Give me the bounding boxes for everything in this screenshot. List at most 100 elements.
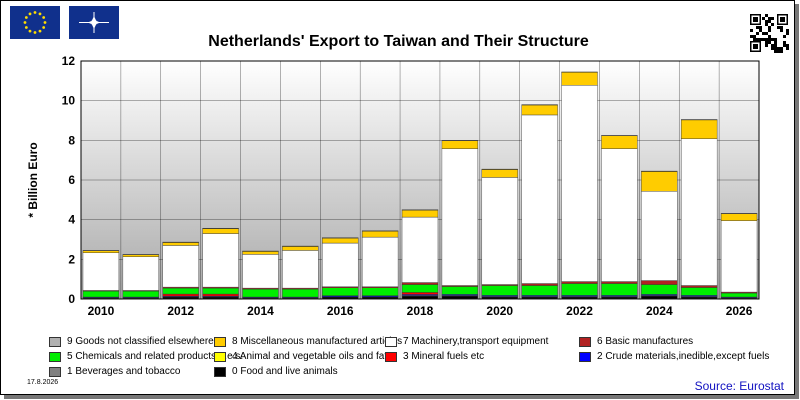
legend-label: 5 Chemicals and related products,n.e.s.	[67, 351, 244, 362]
legend-label: 7 Machinery,transport equipment	[403, 336, 549, 347]
bar-segment	[202, 287, 239, 295]
y-tick-label: 8	[68, 133, 75, 147]
bar-segment	[481, 169, 518, 178]
x-tick-label: 2022	[566, 304, 593, 318]
legend-item: 0 Food and live animals	[214, 366, 338, 379]
bar-segment	[681, 119, 718, 139]
legend-swatch	[49, 337, 61, 347]
legend-item: 4 Animal and vegetable oils and fats	[214, 351, 392, 364]
bar-segment	[82, 290, 120, 298]
bar-segment	[401, 295, 439, 300]
legend-item: 2 Crude materials,inedible,except fuels	[579, 351, 769, 364]
bar-segment	[162, 287, 199, 295]
bar-segment	[242, 254, 279, 289]
x-tick-label: 2024	[646, 304, 673, 318]
bar-segment	[242, 251, 279, 255]
bar-segment	[322, 296, 359, 300]
bar-segment	[681, 296, 718, 300]
legend-label: 3 Mineral fuels etc	[403, 351, 485, 362]
bar-segment	[681, 287, 718, 296]
bar-segment	[521, 296, 558, 300]
legend-label: 9 Goods not classified elsewhere	[67, 336, 214, 347]
legend-swatch	[49, 352, 61, 362]
bar-segment	[202, 296, 239, 300]
legend-label: 2 Crude materials,inedible,except fuels	[597, 351, 770, 362]
bar-segment	[601, 296, 638, 300]
bar-segment	[441, 295, 479, 300]
x-tick-label: 2012	[167, 304, 194, 318]
bar-segment	[82, 252, 120, 291]
eu-flag-icon	[10, 6, 60, 39]
legend-swatch	[579, 337, 591, 347]
bar-segment	[202, 293, 239, 297]
bar-segment	[641, 284, 678, 295]
bar-segment	[322, 237, 359, 244]
bar-segment	[521, 285, 558, 296]
bar-segment	[601, 148, 638, 282]
bar-segment	[401, 284, 439, 293]
x-tick-label: 2018	[407, 304, 434, 318]
legend-swatch	[579, 352, 591, 362]
x-tick-label: 2020	[486, 304, 513, 318]
bar-segment	[441, 286, 479, 295]
bar-segment	[481, 296, 518, 300]
bar-segment	[641, 171, 678, 192]
date-stamp: 17.8.2026	[27, 379, 59, 386]
bar-segment	[441, 148, 479, 286]
legend-swatch	[385, 352, 397, 362]
y-tick-label: 6	[68, 173, 75, 187]
legend-item: 7 Machinery,transport equipment	[385, 336, 548, 349]
legend-swatch	[214, 337, 226, 347]
bar-segment	[282, 246, 319, 251]
x-tick-label: 2010	[88, 304, 115, 318]
bar-segment	[322, 242, 359, 287]
bar-segment	[162, 242, 199, 246]
bar-segment	[601, 135, 638, 149]
bar-segment	[401, 282, 439, 285]
y-tick-label: 10	[62, 94, 76, 108]
bar-segment	[641, 191, 678, 281]
chart-title: Netherlands' Export to Taiwan and Their …	[208, 33, 589, 50]
bar-segment	[361, 296, 399, 300]
bar-segment	[282, 250, 319, 289]
legend-item: 6 Basic manufactures	[579, 336, 693, 349]
qr-code-icon	[749, 13, 789, 53]
nato-flag-icon	[69, 6, 119, 39]
legend-label: 4 Animal and vegetable oils and fats	[232, 351, 393, 362]
legend-swatch	[49, 367, 61, 377]
legend-item: 3 Mineral fuels etc	[385, 351, 484, 364]
bar-segment	[641, 280, 678, 285]
y-axis-label: * Billion Euro	[26, 142, 40, 217]
bar-segment	[441, 140, 479, 149]
bar-segment	[122, 290, 159, 298]
legend-label: 1 Beverages and tobacco	[67, 366, 181, 377]
bar-segment	[401, 209, 439, 218]
bar-segment	[720, 220, 758, 293]
bar-segment	[202, 233, 239, 288]
bar-segment	[641, 295, 678, 300]
bar-segment	[282, 288, 319, 298]
bar-segment	[561, 283, 598, 296]
bar-segment	[162, 245, 199, 288]
bar-segment	[561, 84, 598, 282]
bar-segment	[82, 250, 120, 253]
bar-segment	[162, 296, 199, 300]
bar-segment	[561, 281, 598, 284]
source-link[interactable]: Source: Eurostat	[694, 379, 784, 393]
legend-item: 5 Chemicals and related products,n.e.s.	[49, 351, 243, 364]
y-tick-label: 0	[68, 292, 75, 306]
x-tick-label: 2014	[247, 304, 274, 318]
bar-segment	[202, 228, 239, 234]
bar-segment	[561, 72, 598, 86]
legend-item: 9 Goods not classified elsewhere	[49, 336, 214, 349]
bar-segment	[361, 236, 399, 287]
bar-segment	[720, 213, 758, 221]
y-tick-label: 12	[62, 54, 76, 68]
bar-segment	[561, 296, 598, 300]
bar-segment	[322, 287, 359, 296]
bar-segment	[720, 292, 758, 298]
bar-segment	[162, 293, 199, 297]
y-tick-label: 2	[68, 252, 75, 266]
bar-segment	[481, 177, 518, 285]
